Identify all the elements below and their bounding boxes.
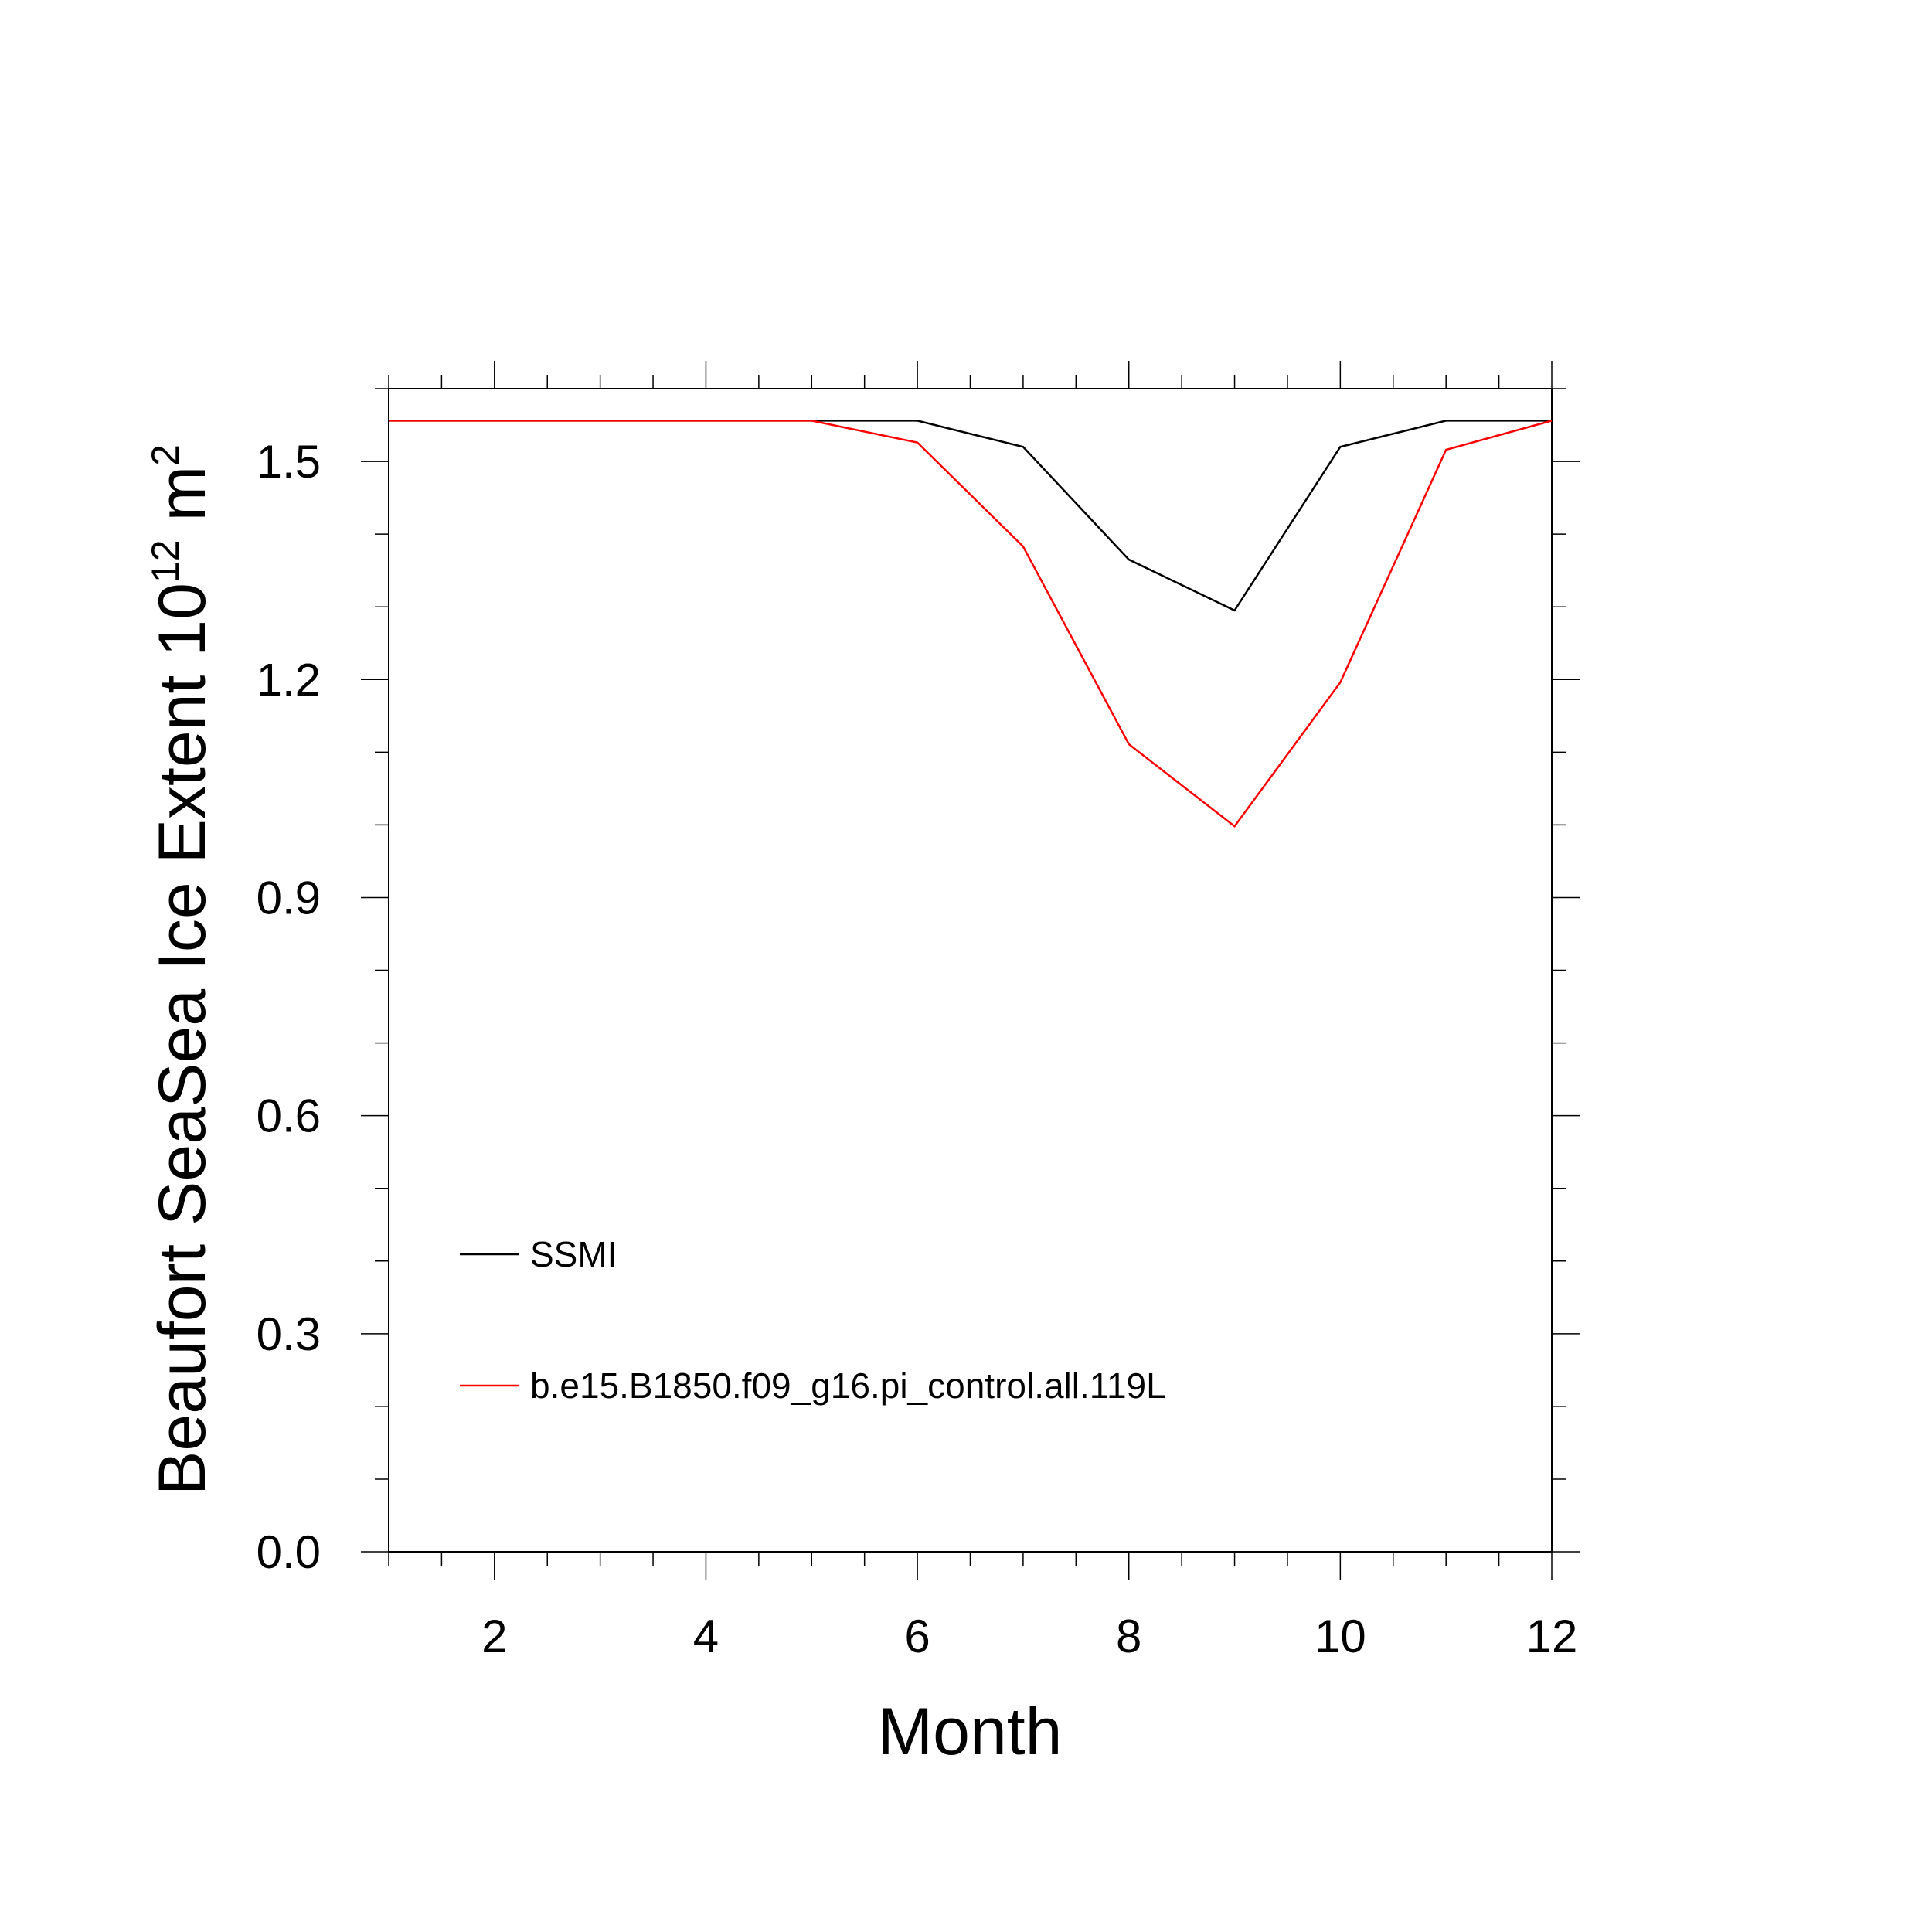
y-axis-title-unit: m: [145, 466, 219, 540]
series-line-2: [389, 420, 1553, 828]
axis-ticks: [361, 361, 1580, 1580]
y-tick-label: 0.6: [257, 1090, 321, 1142]
x-tick-label: 8: [1116, 1611, 1141, 1662]
y-axis-title-unit-exponent: 2: [144, 444, 187, 466]
tick-labels: 2 4 6 8 10 12 0.0 0.3 0.6 0.9 1.2 1.5: [257, 436, 1578, 1662]
x-axis-title: Month: [877, 1695, 1062, 1769]
y-tick-label: 0.3: [257, 1308, 321, 1360]
legend-label-1: SSMI: [530, 1234, 617, 1274]
series-layer: [389, 420, 1553, 828]
y-axis-title-exponent: 12: [144, 539, 187, 583]
x-tick-label: 4: [693, 1611, 719, 1662]
x-tick-label: 2: [481, 1611, 507, 1662]
y-tick-label: 0.9: [257, 872, 321, 923]
x-tick-label: 12: [1526, 1611, 1578, 1662]
x-tick-label: 6: [904, 1611, 930, 1662]
y-tick-label: 1.5: [257, 436, 321, 488]
series-line-1: [389, 420, 1552, 612]
x-tick-label: 10: [1315, 1611, 1366, 1662]
legend-label-2: b.e15.B1850.f09_g16.pi_control.all.119L: [530, 1366, 1166, 1406]
y-tick-label: 1.2: [257, 654, 321, 706]
y-axis-title-main: Beaufort SeaSea Ice Extent 10: [145, 583, 219, 1495]
y-tick-label: 0.0: [257, 1526, 321, 1578]
legend: SSMI b.e15.B1850.f09_g16.pi_control.all.1…: [460, 1234, 1166, 1406]
y-axis-title: Beaufort SeaSea Ice Extent 1012 m2: [144, 444, 219, 1495]
